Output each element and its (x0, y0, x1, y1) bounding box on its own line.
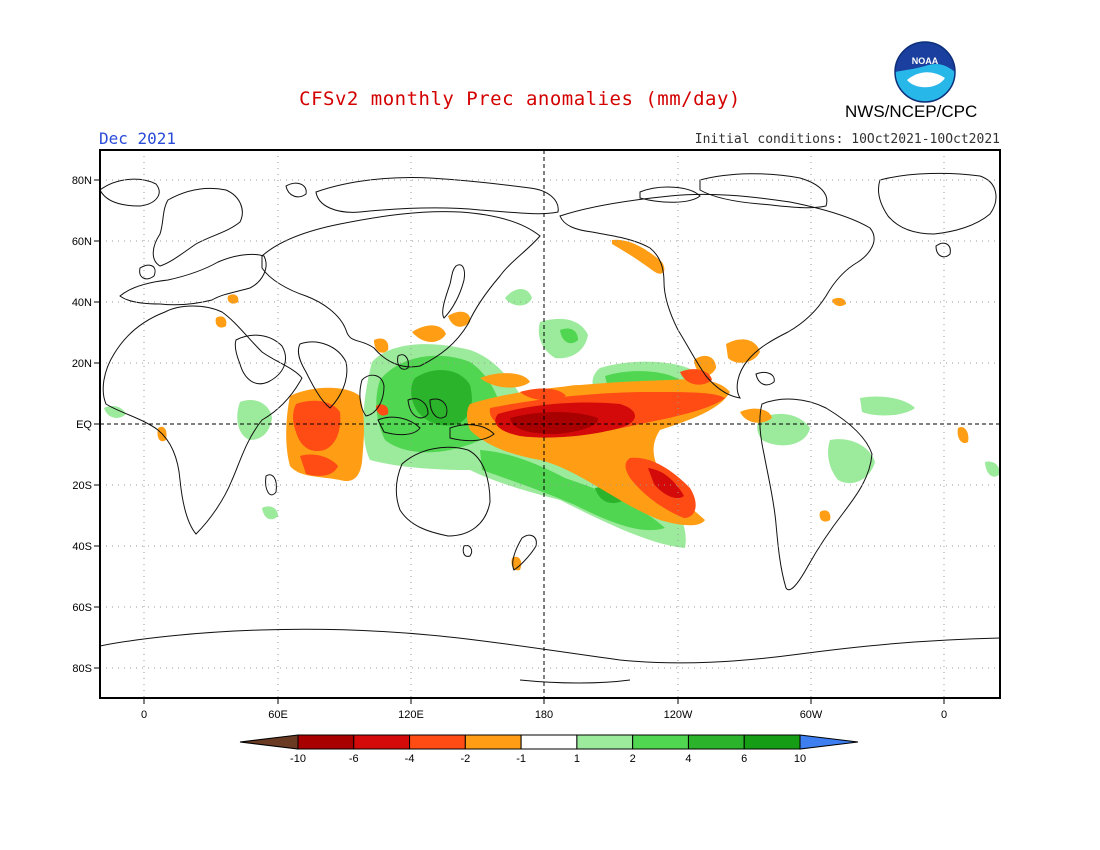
lon-label: 180 (535, 709, 553, 721)
colorbar-tick-label: -4 (405, 753, 415, 765)
lat-label: 20N (72, 358, 92, 370)
lat-label: 80S (72, 663, 92, 675)
colorbar-tick-label: 10 (794, 753, 806, 765)
lat-label: 60N (72, 236, 92, 248)
lat-label: 40S (72, 541, 92, 553)
anomaly-fields (104, 239, 1000, 571)
colorbar: -10 -6 -4 -2 -1 1 2 4 6 10 (239, 734, 859, 765)
reference-lines (100, 150, 1000, 698)
colorbar-arrow-low (239, 734, 299, 750)
noaa-logo-text: NOAA (912, 56, 939, 66)
lat-label: 80N (72, 175, 92, 187)
noaa-logo-icon: NOAA (894, 41, 956, 103)
colorbar-arrow-high (799, 734, 859, 750)
colorbar-swatch (297, 734, 355, 750)
forecast-month-label: Dec 2021 (99, 129, 177, 148)
colorbar-tick-label: -10 (290, 753, 306, 765)
colorbar-swatch (687, 734, 745, 750)
colorbar-swatch (576, 734, 634, 750)
lon-label: 120E (398, 709, 424, 721)
colorbar-swatch (409, 734, 466, 750)
lon-label: 120W (664, 709, 693, 721)
colorbar-swatch (632, 734, 689, 750)
colorbar-tick-label: -1 (516, 753, 526, 765)
colorbar-swatch (743, 734, 801, 750)
coastlines (100, 172, 1000, 684)
lat-label: 60S (72, 602, 92, 614)
dry-anomaly-extreme (510, 412, 599, 434)
lat-label: 40N (72, 297, 92, 309)
latitude-labels: 80N 60N 40N 20N EQ 20S 40S 60S 80S (72, 175, 93, 675)
lon-label: 60E (268, 709, 288, 721)
map-title: CFSv2 monthly Prec anomalies (mm/day) (299, 88, 741, 110)
initial-conditions-label: Initial conditions: 10Oct2021-10Oct2021 (694, 132, 1000, 147)
colorbar-tick-label: -6 (349, 753, 359, 765)
axis-ticks (94, 179, 945, 704)
colorbar-swatch (353, 734, 411, 750)
lon-label: 0 (141, 709, 147, 721)
graticule (100, 150, 1000, 698)
colorbar-tick-label: 4 (685, 753, 691, 765)
colorbar-swatch (520, 734, 578, 750)
agency-label: NWS/NCEP/CPC (845, 102, 978, 121)
longitude-labels: 0 60E 120E 180 120W 60W 0 (141, 709, 947, 721)
lon-label: 60W (800, 709, 823, 721)
colorbar-tick-label: 6 (741, 753, 747, 765)
lon-label: 0 (941, 709, 947, 721)
lat-label: 20S (72, 480, 92, 492)
colorbar-swatch (464, 734, 522, 750)
lat-label: EQ (76, 419, 92, 431)
colorbar-tick-label: -2 (460, 753, 470, 765)
colorbar-tick-label: 2 (630, 753, 636, 765)
colorbar-tick-label: 1 (574, 753, 580, 765)
